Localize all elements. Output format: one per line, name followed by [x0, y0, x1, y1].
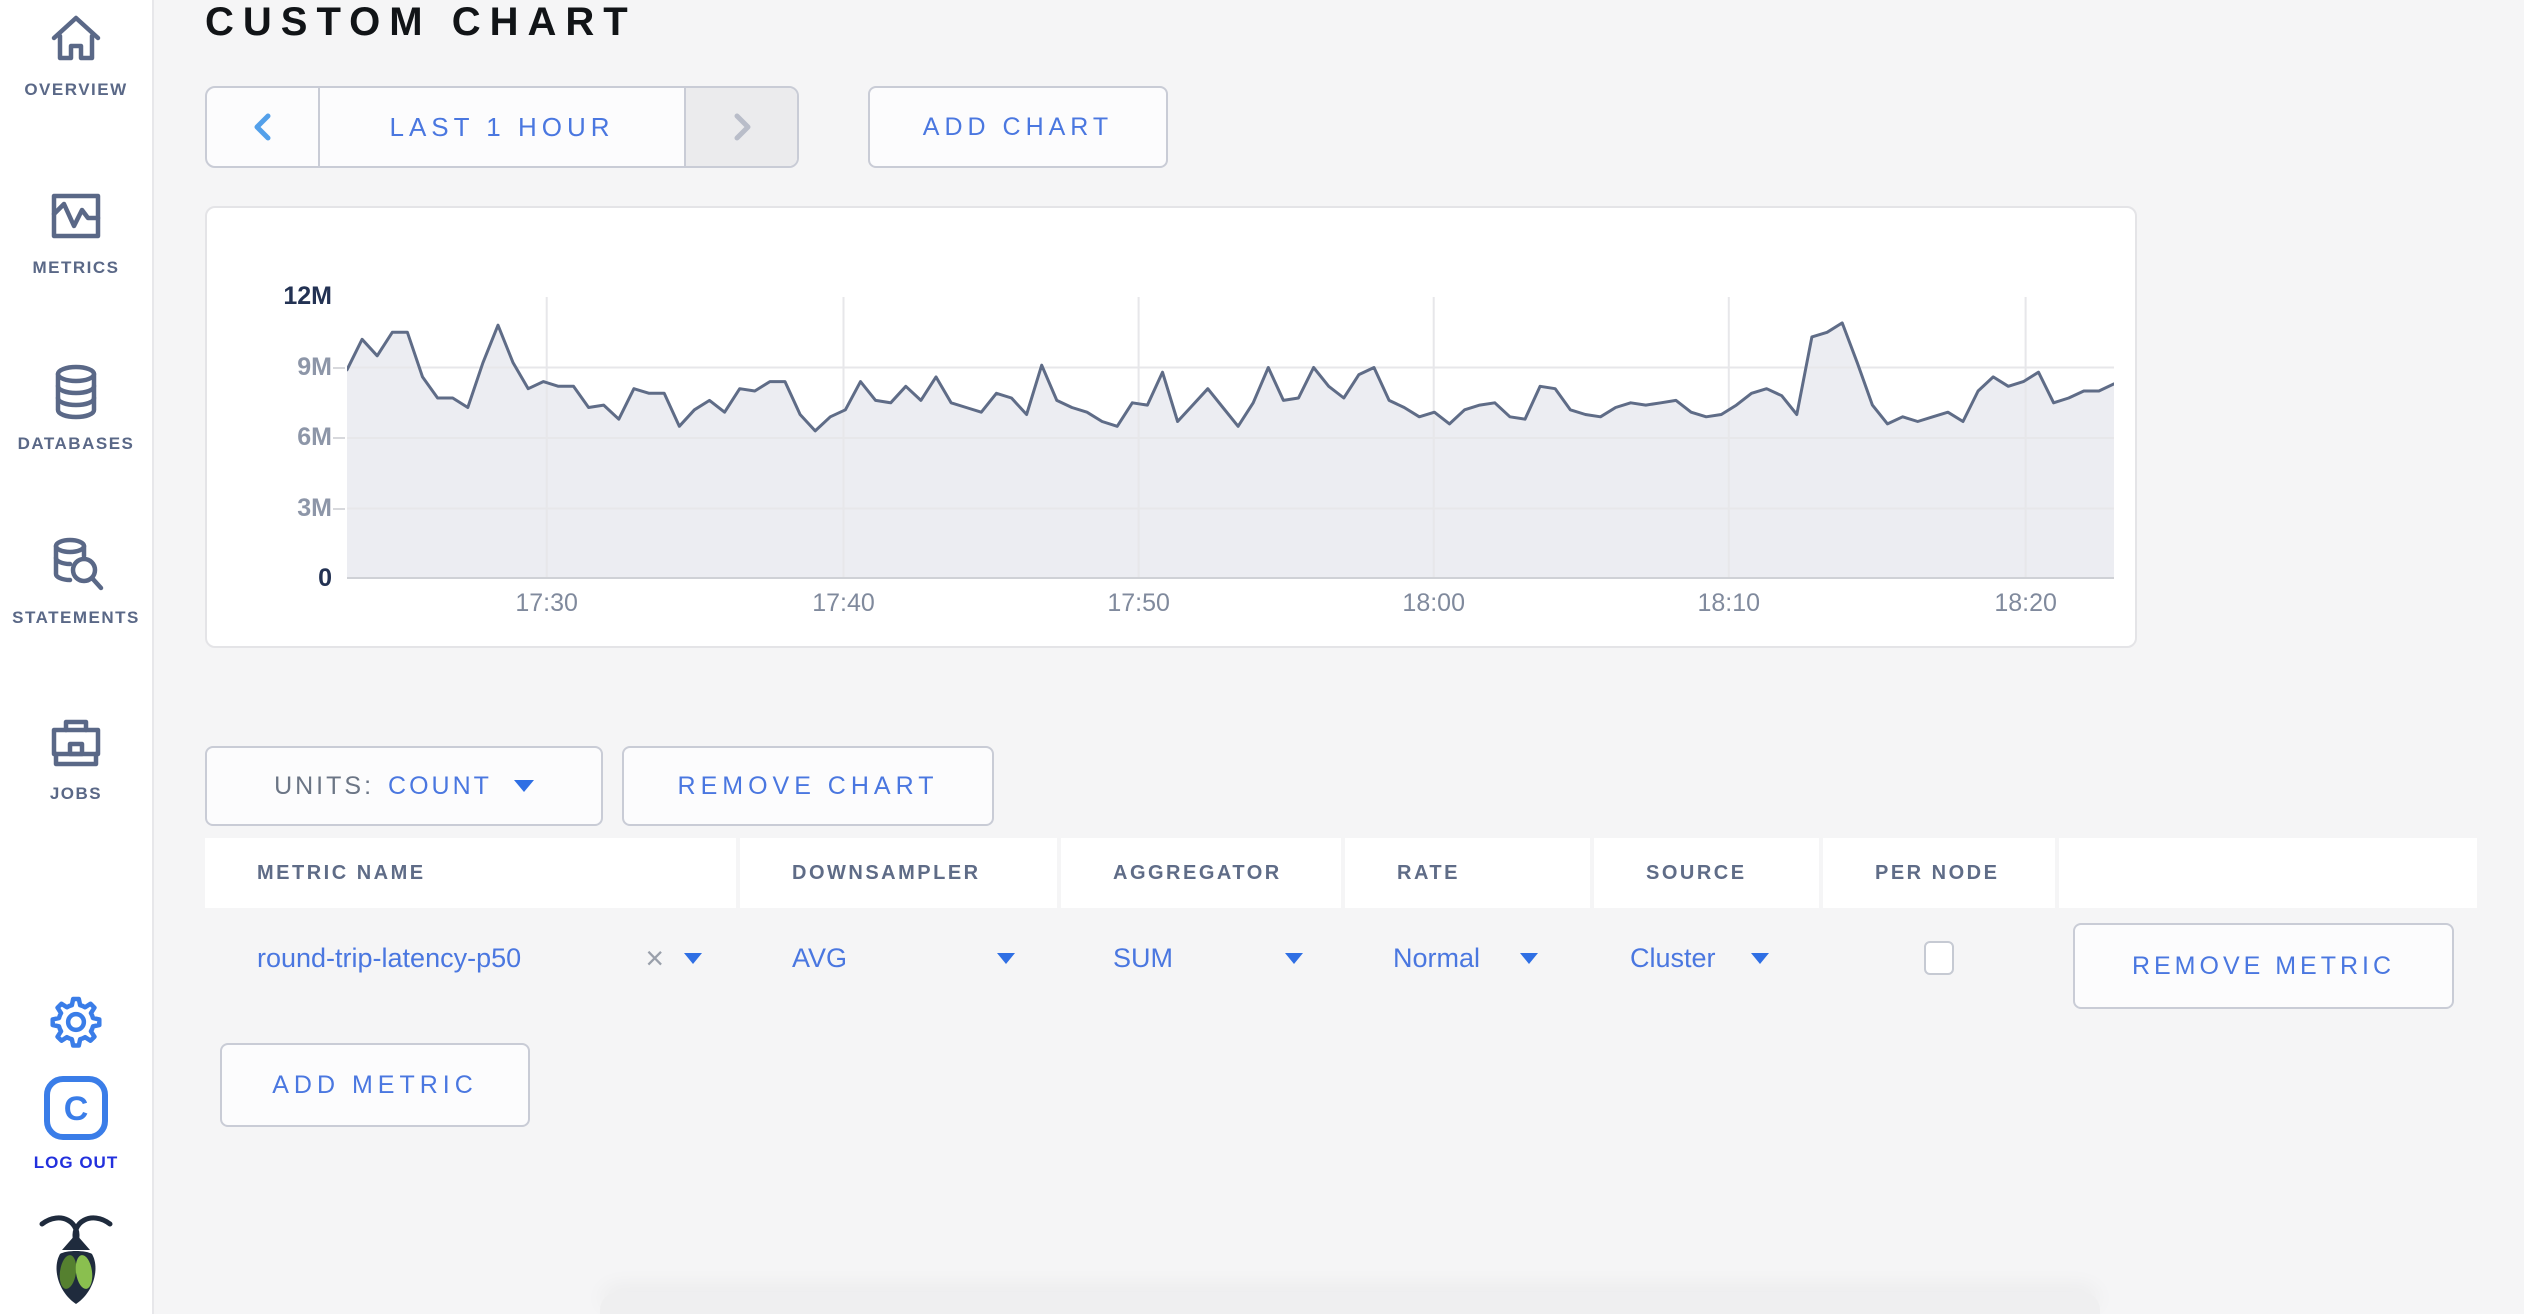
col-header-aggregator: AGGREGATOR [1061, 838, 1341, 908]
settings-button[interactable] [0, 995, 152, 1061]
sidebar-item-label: JOBS [49, 784, 103, 803]
metric-dropdown-icon[interactable] [684, 952, 702, 964]
remove-chart-button[interactable]: REMOVE CHART [622, 746, 994, 826]
sidebar-item-label: DATABASES [17, 434, 135, 453]
sidebar-item-label: STATEMENTS [12, 608, 140, 627]
chevron-right-icon [734, 113, 750, 141]
downsampler-dropdown-icon[interactable] [997, 952, 1015, 964]
jobs-icon [51, 719, 101, 767]
sidebar-item-databases[interactable]: DATABASES [0, 362, 152, 454]
x-axis-label: 17:50 [1107, 589, 1170, 617]
y-axis-label: 6M [297, 423, 332, 451]
chevron-down-icon [513, 780, 534, 792]
svg-text:C: C [64, 1090, 89, 1128]
chart-svg [337, 297, 2116, 579]
metric-table-row: round-trip-latency-p50 × AVG SUM Normal … [205, 908, 2055, 1008]
x-axis-label: 18:00 [1402, 589, 1465, 617]
rate-dropdown-icon[interactable] [1520, 952, 1538, 964]
chevron-left-icon [254, 113, 270, 141]
x-axis-label: 18:20 [1994, 589, 2057, 617]
y-axis-tick [333, 507, 345, 510]
metric-name-value[interactable]: round-trip-latency-p50 [257, 942, 522, 973]
sidebar-item-overview[interactable]: OVERVIEW [0, 8, 152, 100]
time-range-selector: LAST 1 HOUR [205, 86, 799, 168]
source-cell: Cluster [1594, 908, 1819, 1008]
x-axis-label: 17:30 [515, 589, 578, 617]
y-axis-label: 12M [283, 282, 332, 310]
aggregator-dropdown-icon[interactable] [1285, 952, 1303, 964]
per-node-checkbox[interactable] [1924, 941, 1954, 975]
y-axis-label: 0 [318, 564, 332, 592]
metrics-icon [51, 193, 101, 239]
sidebar-item-label: METRICS [32, 258, 120, 277]
statements-icon [53, 537, 104, 591]
col-header-source: SOURCE [1594, 838, 1819, 908]
aggregator-value[interactable]: SUM [1113, 942, 1173, 973]
source-value[interactable]: Cluster [1630, 942, 1716, 973]
y-axis-tick [333, 437, 345, 439]
col-header-actions [2059, 838, 2477, 908]
metric-name-cell: round-trip-latency-p50 × [205, 908, 736, 1008]
home-icon [51, 15, 101, 61]
chart-plot[interactable] [337, 297, 2116, 579]
x-axis-label: 18:10 [1697, 589, 1761, 617]
y-axis-label: 9M [297, 352, 332, 381]
rate-value[interactable]: Normal [1393, 942, 1481, 973]
add-metric-button[interactable]: ADD METRIC [220, 1043, 530, 1127]
cockroach-bug-icon [39, 1215, 113, 1304]
remove-metric-button[interactable]: REMOVE METRIC [2073, 923, 2454, 1009]
metric-table-header: METRIC NAME DOWNSAMPLER AGGREGATOR RATE … [205, 838, 2477, 908]
per-node-cell [1823, 908, 2055, 1008]
time-range-next-button[interactable] [684, 88, 797, 166]
x-axis-label: 17:40 [812, 589, 875, 617]
logout-button[interactable]: C LOG OUT [0, 1075, 152, 1173]
sidebar-item-jobs[interactable]: JOBS [0, 712, 152, 804]
sidebar-item-label: OVERVIEW [24, 80, 128, 99]
time-range-prev-button[interactable] [207, 88, 320, 166]
col-header-metric-name: METRIC NAME [205, 838, 736, 908]
rate-cell: Normal [1345, 908, 1590, 1008]
units-label: UNITS: [274, 771, 375, 800]
sidebar: OVERVIEW METRICS DATABASES [0, 0, 154, 1314]
clear-metric-icon[interactable]: × [645, 940, 664, 976]
cockroach-c-badge-icon: C [44, 1076, 108, 1140]
chart-card: 12M 9M 6M 3M 0 17:30 17:40 17:50 18:00 18:10 18:20 [205, 206, 2137, 648]
y-axis-tick [333, 366, 345, 369]
downsampler-value[interactable]: AVG [792, 942, 848, 973]
units-dropdown[interactable]: UNITS: COUNT [205, 746, 603, 826]
aggregator-cell: SUM [1061, 908, 1341, 1008]
col-header-downsampler: DOWNSAMPLER [740, 838, 1057, 908]
units-value: COUNT [388, 771, 492, 800]
bottom-window-shade [600, 1292, 2100, 1314]
col-header-rate: RATE [1345, 838, 1590, 908]
downsampler-cell: AVG [740, 908, 1057, 1008]
page-title: CUSTOM CHART [205, 0, 637, 44]
logout-label: LOG OUT [33, 1153, 119, 1172]
y-axis-label: 3M [297, 493, 332, 522]
databases-icon [55, 364, 97, 420]
time-range-label[interactable]: LAST 1 HOUR [389, 111, 615, 142]
gear-icon [50, 996, 102, 1048]
sidebar-item-metrics[interactable]: METRICS [0, 186, 152, 278]
cockroachdb-logo[interactable] [0, 1208, 152, 1314]
col-header-per-node: PER NODE [1823, 838, 2055, 908]
source-dropdown-icon[interactable] [1751, 952, 1769, 964]
add-chart-button[interactable]: ADD CHART [868, 86, 1168, 168]
sidebar-item-statements[interactable]: STATEMENTS [0, 536, 152, 628]
